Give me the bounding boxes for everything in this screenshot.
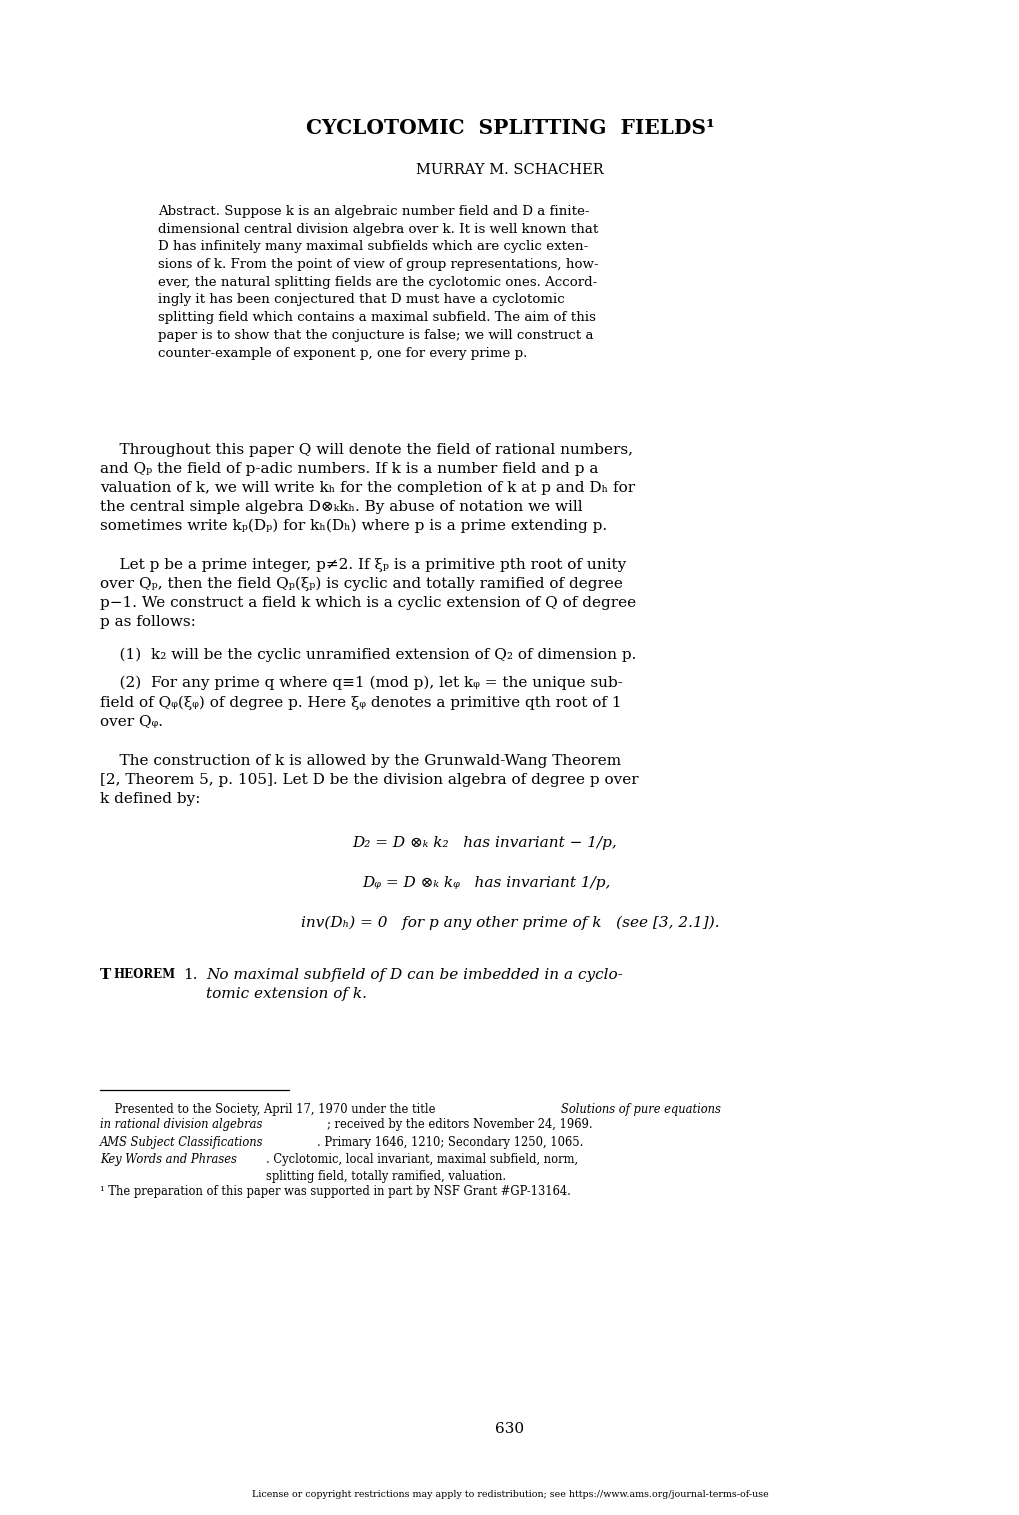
Text: Throughout this paper Q will denote the field of rational numbers,
and Qₚ the fi: Throughout this paper Q will denote the … — [100, 442, 635, 533]
Text: Abstract. Suppose k is an algebraic number field and D a finite-
dimensional cen: Abstract. Suppose k is an algebraic numb… — [158, 205, 598, 359]
Text: The construction of k is allowed by the Grunwald-Wang Theorem
[2, Theorem 5, p. : The construction of k is allowed by the … — [100, 754, 638, 806]
Text: MURRAY M. SCHACHER: MURRAY M. SCHACHER — [416, 164, 603, 177]
Text: CYCLOTOMIC  SPLITTING  FIELDS¹: CYCLOTOMIC SPLITTING FIELDS¹ — [306, 118, 713, 138]
Text: . Primary 1646, 1210; Secondary 1250, 1065.: . Primary 1646, 1210; Secondary 1250, 10… — [317, 1136, 583, 1148]
Text: Let p be a prime integer, p≠2. If ξₚ is a primitive pth root of unity
over Qₚ, t: Let p be a prime integer, p≠2. If ξₚ is … — [100, 558, 636, 629]
Text: T: T — [100, 968, 111, 982]
Text: (1)  k₂ will be the cyclic unramified extension of Q₂ of dimension p.: (1) k₂ will be the cyclic unramified ext… — [100, 648, 636, 662]
Text: inv(Dₕ) = 0   for p any other prime of k   (see [3, 2.1]).: inv(Dₕ) = 0 for p any other prime of k (… — [301, 917, 718, 930]
Text: HEOREM: HEOREM — [113, 968, 175, 982]
Text: Key Words and Phrases: Key Words and Phrases — [100, 1153, 236, 1167]
Text: (2)  For any prime q where q≡1 (mod p), let kᵩ = the unique sub-
field of Qᵩ(ξᵩ): (2) For any prime q where q≡1 (mod p), l… — [100, 676, 623, 729]
Text: D₂ = D ⊗ₖ k₂   has invariant − 1/p,: D₂ = D ⊗ₖ k₂ has invariant − 1/p, — [352, 836, 616, 850]
Text: Presented to the Society, April 17, 1970 under the title: Presented to the Society, April 17, 1970… — [100, 1103, 438, 1117]
Text: No maximal subfield of D can be imbedded in a cyclo-
tomic extension of k.: No maximal subfield of D can be imbedded… — [206, 968, 623, 1001]
Text: AMS Subject Classifications: AMS Subject Classifications — [100, 1136, 263, 1148]
Text: in rational division algebras: in rational division algebras — [100, 1118, 262, 1132]
Text: ; received by the editors November 24, 1969.: ; received by the editors November 24, 1… — [327, 1118, 592, 1132]
Text: ¹ The preparation of this paper was supported in part by NSF Grant #GP-13164.: ¹ The preparation of this paper was supp… — [100, 1185, 571, 1198]
Text: Dᵩ = D ⊗ₖ kᵩ   has invariant 1/p,: Dᵩ = D ⊗ₖ kᵩ has invariant 1/p, — [362, 876, 610, 889]
Text: Solutions of pure equations: Solutions of pure equations — [560, 1103, 720, 1117]
Text: 630: 630 — [495, 1423, 524, 1436]
Text: 1.: 1. — [183, 968, 198, 982]
Text: . Cyclotomic, local invariant, maximal subfield, norm,
splitting field, totally : . Cyclotomic, local invariant, maximal s… — [266, 1153, 578, 1183]
Text: License or copyright restrictions may apply to redistribution; see https://www.a: License or copyright restrictions may ap… — [252, 1489, 767, 1498]
